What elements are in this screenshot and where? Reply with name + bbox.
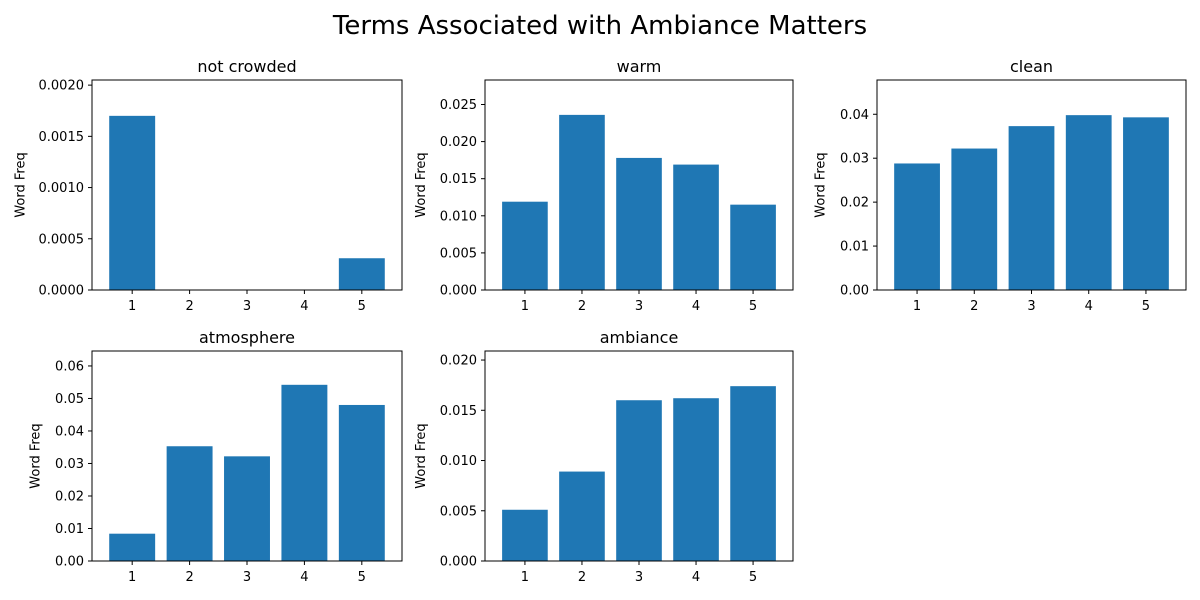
x-tick-label: 3 bbox=[635, 570, 643, 585]
subplot-5: 1 2 3 4 5 0.000 0.005 0.010 0.015 0.020 ambiance Wo… bbox=[414, 328, 794, 585]
x-tick-label: 5 bbox=[358, 299, 366, 314]
bar-2 bbox=[951, 148, 998, 290]
y-axis-label: Word Freq bbox=[414, 152, 429, 217]
x-tick-label: 1 bbox=[521, 299, 529, 314]
x-tick-label: 1 bbox=[521, 570, 529, 585]
bar-4 bbox=[1065, 115, 1112, 291]
x-tick-label: 4 bbox=[692, 570, 700, 585]
y-tick-label: 0.04 bbox=[55, 424, 84, 439]
y-tick-label: 0.03 bbox=[840, 152, 869, 167]
x-tick-label: 4 bbox=[692, 299, 700, 314]
bar-4 bbox=[673, 398, 719, 561]
y-tick-label: 0.0005 bbox=[39, 232, 85, 247]
subplot-2: 1 2 3 4 5 0.000 0.005 0.010 0.015 0.020 0.025 warm W… bbox=[414, 57, 794, 314]
x-tick-label: 4 bbox=[1085, 299, 1093, 314]
subplot-title: not crowded bbox=[197, 57, 296, 76]
y-tick-label: 0.0000 bbox=[39, 284, 85, 299]
y-tick-label: 0.03 bbox=[55, 457, 84, 472]
bar-4 bbox=[673, 164, 719, 290]
x-tick-label: 3 bbox=[243, 299, 251, 314]
y-tick-label: 0.005 bbox=[440, 504, 477, 519]
y-tick-label: 0.00 bbox=[55, 555, 84, 570]
bar-4 bbox=[281, 384, 328, 561]
y-tick-label: 0.0010 bbox=[39, 181, 85, 196]
x-tick-label: 5 bbox=[358, 570, 366, 585]
y-tick-label: 0.000 bbox=[440, 284, 477, 299]
bar-1 bbox=[502, 201, 548, 290]
y-tick-label: 0.0020 bbox=[39, 79, 85, 94]
y-tick-label: 0.0015 bbox=[39, 130, 85, 145]
y-tick-label: 0.01 bbox=[840, 240, 869, 255]
bar-1 bbox=[109, 533, 156, 561]
x-tick-label: 3 bbox=[243, 570, 251, 585]
bar-3 bbox=[224, 456, 270, 561]
subplot-title: atmosphere bbox=[199, 328, 295, 347]
y-tick-label: 0.00 bbox=[840, 284, 869, 299]
subplot-title: clean bbox=[1010, 57, 1053, 76]
x-tick-label: 1 bbox=[128, 570, 136, 585]
bar-5 bbox=[730, 386, 776, 561]
bar-2 bbox=[166, 446, 213, 561]
x-tick-label: 2 bbox=[578, 570, 586, 585]
y-tick-label: 0.02 bbox=[840, 196, 869, 211]
figure-title: Terms Associated with Ambiance Matters bbox=[332, 11, 867, 41]
y-tick-label: 0.02 bbox=[55, 489, 84, 504]
y-tick-label: 0.000 bbox=[440, 555, 477, 570]
bar-5 bbox=[1123, 117, 1169, 290]
x-tick-label: 5 bbox=[1142, 299, 1150, 314]
y-tick-label: 0.015 bbox=[440, 172, 477, 187]
subplot-title: ambiance bbox=[600, 328, 679, 347]
bar-5 bbox=[338, 404, 385, 561]
y-axis-label: Word Freq bbox=[29, 423, 44, 488]
y-tick-label: 0.020 bbox=[440, 354, 477, 369]
y-tick-label: 0.005 bbox=[440, 246, 477, 261]
y-axis-label: Word Freq bbox=[13, 152, 28, 217]
x-tick-label: 4 bbox=[300, 299, 308, 314]
y-axis-label: Word Freq bbox=[814, 152, 829, 217]
bar-3 bbox=[616, 400, 662, 561]
y-tick-label: 0.025 bbox=[440, 98, 477, 113]
x-tick-label: 2 bbox=[578, 299, 586, 314]
subplot-4: 1 2 3 4 5 0.00 0.01 0.02 0.03 0.04 0.05 0.06 atmosph… bbox=[29, 328, 403, 585]
bar-1 bbox=[894, 163, 940, 290]
x-tick-label: 3 bbox=[1027, 299, 1035, 314]
x-tick-label: 4 bbox=[300, 570, 308, 585]
y-tick-label: 0.015 bbox=[440, 404, 477, 419]
bar-3 bbox=[616, 157, 662, 290]
subplot-title: warm bbox=[617, 57, 662, 76]
x-tick-label: 2 bbox=[185, 570, 193, 585]
x-tick-label: 1 bbox=[128, 299, 136, 314]
x-tick-label: 1 bbox=[913, 299, 921, 314]
y-tick-label: 0.05 bbox=[55, 392, 84, 407]
x-tick-label: 3 bbox=[635, 299, 643, 314]
bar-2 bbox=[559, 471, 605, 561]
y-tick-label: 0.020 bbox=[440, 135, 477, 150]
subplot-3: 1 2 3 4 5 0.00 0.01 0.02 0.03 0.04 clean Word Freq bbox=[814, 57, 1187, 314]
y-tick-label: 0.010 bbox=[440, 454, 477, 469]
bar-5 bbox=[730, 204, 776, 290]
x-tick-label: 5 bbox=[749, 299, 757, 314]
y-axis-label: Word Freq bbox=[414, 423, 429, 488]
y-tick-label: 0.01 bbox=[55, 522, 84, 537]
bar-1 bbox=[502, 509, 548, 561]
bar-2 bbox=[559, 114, 605, 290]
x-tick-label: 2 bbox=[185, 299, 193, 314]
subplot-1: 1 2 3 4 5 0.0000 0.0005 0.0010 0.0015 0.0020 not c… bbox=[13, 57, 403, 314]
bar-3 bbox=[1008, 126, 1055, 290]
y-tick-label: 0.010 bbox=[440, 209, 477, 224]
x-tick-label: 5 bbox=[749, 570, 757, 585]
x-tick-label: 2 bbox=[970, 299, 978, 314]
bar-5 bbox=[338, 258, 385, 290]
bar-1 bbox=[109, 115, 156, 290]
y-tick-label: 0.04 bbox=[840, 108, 869, 123]
y-tick-label: 0.06 bbox=[55, 359, 84, 374]
